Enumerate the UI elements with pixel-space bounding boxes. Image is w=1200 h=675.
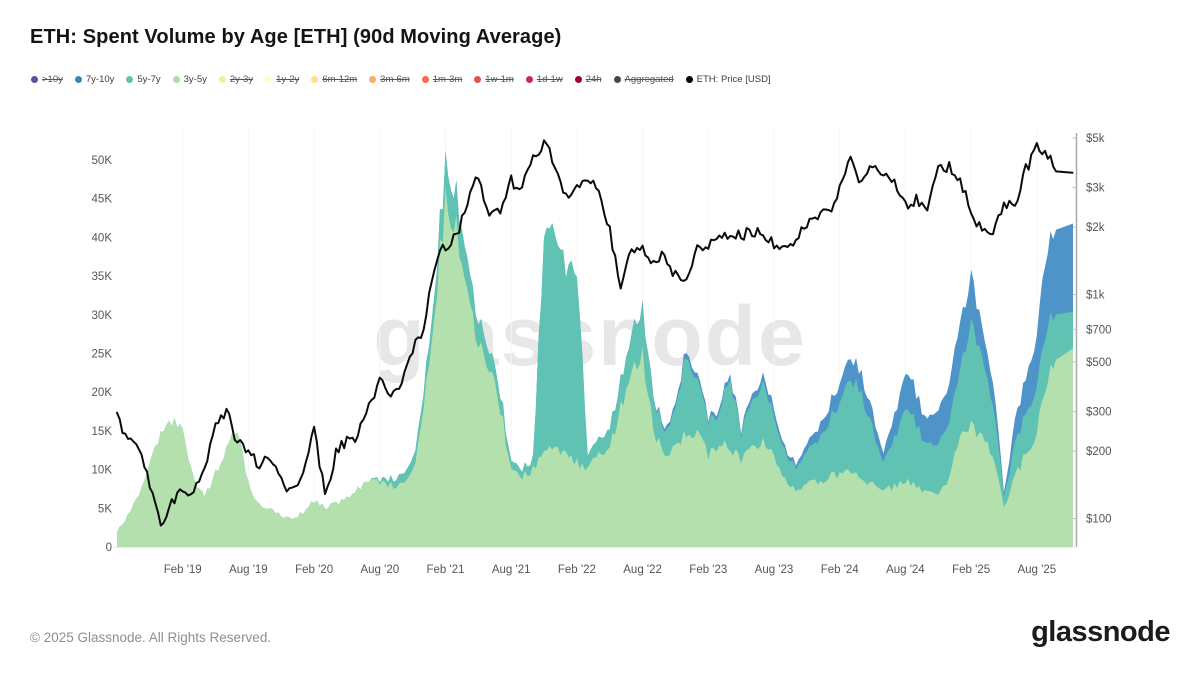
y-left-tick-label: 10K (92, 465, 113, 477)
legend-item-1y-2y[interactable]: 1y-2y (265, 74, 299, 85)
y-right-tick-label: $3k (1086, 183, 1105, 195)
legend-item-label: 1w-1m (485, 74, 514, 85)
legend-dot-icon (421, 76, 429, 83)
x-axis-tick-label: Feb '22 (558, 564, 596, 576)
legend-dot-icon (311, 76, 319, 83)
legend-item-label: 2y-3y (229, 74, 254, 85)
x-axis-tick-label: Aug '21 (492, 564, 531, 576)
y-left-tick-label: 35K (92, 271, 113, 283)
x-axis-tick-label: Aug '20 (360, 564, 399, 576)
legend: >10y 7y-10y 5y-7y 3y-5y 2y-3y 1y-2y 6m-12m 3m-6… (31, 74, 771, 85)
legend-item-label: 3m-6m (380, 74, 410, 85)
legend-item-label: 1d-1w (536, 74, 563, 85)
legend-item-label: 1m-3m (432, 74, 463, 85)
legend-dot-icon (613, 76, 621, 83)
y-left-tick-label: 50K (92, 155, 113, 167)
x-axis-tick-label: Feb '25 (952, 564, 990, 576)
y-right-tick-label: $100 (1086, 514, 1112, 526)
y-left-tick-label: 45K (92, 194, 113, 206)
legend-dot-icon (574, 76, 582, 83)
y-right-tick-label: $300 (1086, 407, 1112, 419)
legend-item-aggregated[interactable]: Aggregated (613, 74, 674, 85)
legend-item-7y-10y[interactable]: 7y-10y (74, 74, 115, 85)
x-axis-tick-label: Feb '20 (295, 564, 333, 576)
x-axis-tick-label: Aug '19 (229, 564, 268, 576)
x-axis-tick-label: Aug '25 (1017, 564, 1056, 576)
legend-dot-icon (31, 76, 38, 83)
y-left-tick-label: 0 (106, 542, 112, 554)
legend-item-24h[interactable]: 24h (574, 74, 602, 85)
legend-dot-icon (369, 76, 377, 83)
legend-dot-icon (74, 76, 82, 83)
y-left-tick-label: 15K (92, 426, 113, 438)
legend-item-label: >10y (42, 74, 63, 85)
x-axis-tick-label: Aug '24 (886, 564, 925, 576)
y-left-tick-label: 5K (98, 503, 112, 515)
y-right-tick-label: $5k (1086, 133, 1105, 145)
legend-item--10y[interactable]: >10y (31, 74, 63, 85)
legend-item-label: 1y-2y (276, 74, 300, 85)
legend-dot-icon (218, 76, 226, 83)
legend-item-6m-12m[interactable]: 6m-12m (311, 74, 357, 85)
legend-dot-icon (474, 76, 482, 83)
x-axis-tick-label: Feb '24 (821, 564, 860, 576)
legend-item-label: 7y-10y (85, 74, 115, 85)
legend-item-3m-6m[interactable]: 3m-6m (369, 74, 410, 85)
legend-item-3y-5y[interactable]: 3y-5y (172, 74, 207, 85)
legend-item-label: ETH: Price [USD] (696, 74, 771, 85)
legend-item-eth-price-usd-[interactable]: ETH: Price [USD] (685, 74, 771, 85)
legend-item-label: 6m-12m (322, 74, 358, 85)
legend-item-1d-1w[interactable]: 1d-1w (525, 74, 563, 85)
x-axis-tick-label: Feb '21 (427, 564, 465, 576)
legend-item-1m-3m[interactable]: 1m-3m (421, 74, 463, 85)
legend-item-label: 24h (585, 74, 602, 85)
y-right-tick-label: $500 (1086, 357, 1112, 369)
area-series-3y-5y (117, 187, 1073, 547)
page-title: ETH: Spent Volume by Age [ETH] (90d Movi… (30, 26, 562, 48)
legend-dot-icon (172, 76, 180, 83)
y-right-tick-label: $200 (1086, 446, 1112, 458)
legend-dot-icon (265, 76, 273, 83)
y-left-tick-label: 25K (92, 349, 113, 361)
legend-item-label: 3y-5y (183, 74, 207, 85)
legend-dot-icon (685, 76, 693, 83)
y-right-tick-label: $700 (1086, 324, 1112, 336)
y-left-tick-label: 40K (92, 232, 113, 244)
y-left-tick-label: 30K (92, 310, 113, 322)
x-axis-tick-label: Aug '23 (755, 564, 794, 576)
legend-dot-icon (126, 76, 134, 83)
glassnode-logo: glassnode (1031, 616, 1170, 648)
x-axis-tick-label: Feb '19 (164, 564, 202, 576)
y-right-tick-label: $2k (1086, 222, 1105, 234)
eth-price-line (116, 139, 1074, 527)
legend-dot-icon (525, 76, 533, 83)
x-axis-tick-label: Aug '22 (623, 564, 662, 576)
x-axis-tick-label: Feb '23 (689, 564, 727, 576)
legend-item-5y-7y[interactable]: 5y-7y (126, 74, 161, 85)
legend-item-label: 5y-7y (137, 74, 161, 85)
legend-item-2y-3y[interactable]: 2y-3y (218, 74, 254, 85)
legend-item-label: Aggregated (624, 74, 674, 85)
y-left-tick-label: 20K (92, 387, 113, 399)
y-right-tick-label: $1k (1086, 290, 1105, 302)
copyright-text: © 2025 Glassnode. All Rights Reserved. (30, 630, 272, 645)
area-series-5y-7y (117, 150, 1073, 547)
legend-item-1w-1m[interactable]: 1w-1m (474, 74, 514, 85)
